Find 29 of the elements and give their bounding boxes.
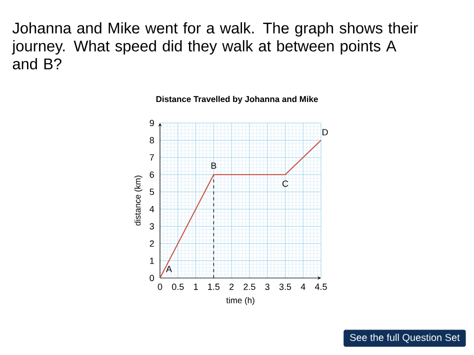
y-tick-label: 8	[150, 137, 154, 144]
y-tick-label: 5	[150, 188, 154, 196]
x-tick-label: 2.5	[244, 284, 256, 290]
x-tick-label: 3	[265, 284, 270, 290]
x-tick-label: 2	[230, 284, 234, 290]
text: See the full Question Set	[350, 334, 460, 343]
y-tick-label: 6	[150, 171, 154, 178]
x-axis-title: time (h)	[226, 297, 254, 305]
y-tick-label: 9	[150, 120, 154, 126]
x-tick-label: 1	[194, 284, 198, 290]
chart-subtitle: Distance Travelled by Johanna and Mike	[156, 96, 318, 104]
annotation: A	[166, 266, 172, 272]
annotation: D	[322, 129, 328, 136]
y-tick-label: 3	[150, 223, 154, 230]
y-tick-label: 0	[150, 274, 154, 282]
x-tick-label: 4	[300, 284, 306, 290]
x-tick-label: 3.5	[279, 284, 292, 290]
annotation: C	[282, 180, 288, 187]
y-tick-label: 1	[150, 258, 154, 264]
x-tick-label: 4.5	[314, 284, 327, 290]
chart-title: Johanna and Mike went for a walk. The graph shows their journey. What speed did they walk at between points A and B?	[12, 22, 418, 70]
y-axis-title: distance (km)	[134, 176, 142, 226]
y-tick-label: 4	[150, 206, 154, 212]
x-tick-label: 1.5	[208, 284, 220, 290]
y-tick-label: 2	[150, 240, 154, 247]
x-tick-label: 0	[158, 284, 162, 290]
y-tick-label: 7	[150, 154, 154, 161]
annotation: B	[211, 162, 216, 169]
x-tick-label: 0.5	[172, 284, 184, 290]
